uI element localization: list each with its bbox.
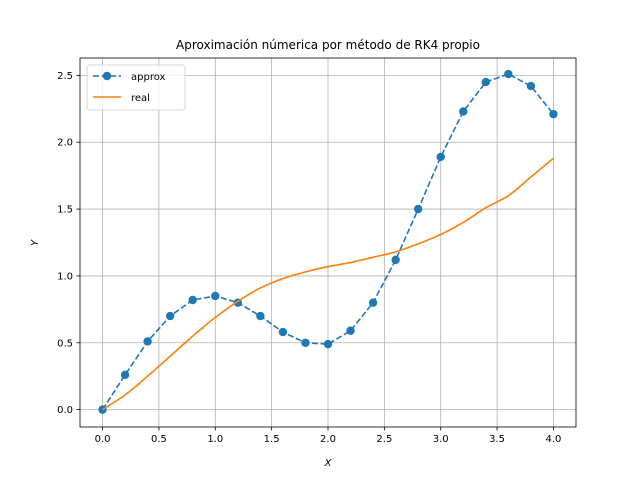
data-point-approx bbox=[459, 107, 468, 116]
data-point-approx bbox=[165, 311, 175, 321]
data-point-approx bbox=[120, 370, 130, 380]
legend-label-approx: approx bbox=[131, 72, 166, 83]
x-tick-label: 3.5 bbox=[489, 434, 505, 445]
ticks: 0.0 0.5 1.0 1.5 2.0 2.5 3.0 3.5 4.0 0.0 0.5 1.0 1.5 2… bbox=[57, 71, 561, 445]
x-tick-label: 3.0 bbox=[433, 434, 449, 445]
data-point-approx bbox=[526, 81, 536, 91]
data-point-approx bbox=[323, 339, 333, 349]
x-tick-label: 2.0 bbox=[320, 434, 336, 445]
x-tick-label: 4.0 bbox=[546, 434, 562, 445]
data-point-approx bbox=[211, 291, 220, 301]
data-point-approx bbox=[391, 255, 400, 265]
x-tick-label: 0.5 bbox=[151, 434, 167, 445]
data-point-approx bbox=[436, 152, 445, 162]
y-tick-label: 0.5 bbox=[57, 338, 73, 349]
data-point-approx bbox=[98, 405, 107, 414]
series-line-real bbox=[102, 157, 554, 411]
y-tick-label: 0.0 bbox=[57, 405, 73, 416]
y-tick-label: 2.5 bbox=[57, 71, 73, 82]
x-tick-label: 1.0 bbox=[207, 434, 223, 445]
data-point-approx bbox=[413, 204, 423, 214]
data-point-approx bbox=[504, 69, 513, 79]
data-point-approx bbox=[549, 109, 558, 119]
data-point-approx bbox=[346, 326, 355, 335]
data-point-approx bbox=[256, 311, 265, 321]
legend: approx real bbox=[86, 64, 186, 111]
x-tick-label: 1.5 bbox=[264, 434, 280, 445]
data-point-approx bbox=[301, 338, 310, 347]
series-line-approx bbox=[101, 73, 555, 411]
x-tick-label: 2.5 bbox=[376, 434, 392, 445]
y-axis-label: Y bbox=[30, 239, 41, 246]
data-point-approx bbox=[143, 337, 152, 346]
legend-marker-approx bbox=[102, 71, 112, 81]
y-tick-label: 1.0 bbox=[57, 271, 73, 282]
data-point-approx bbox=[278, 327, 288, 337]
x-tick-label: 0.0 bbox=[95, 434, 111, 445]
y-tick-label: 1.5 bbox=[57, 205, 73, 216]
y-tick-label: 2.0 bbox=[57, 138, 73, 149]
data-point-approx bbox=[368, 298, 378, 307]
legend-label-real: real bbox=[131, 93, 150, 104]
x-axis-label: X bbox=[324, 458, 333, 469]
data-point-approx bbox=[188, 295, 197, 305]
plot-area bbox=[98, 69, 558, 414]
chart-title: Aproximación númerica por método de RK4 … bbox=[176, 38, 480, 52]
data-point-approx bbox=[481, 77, 491, 87]
